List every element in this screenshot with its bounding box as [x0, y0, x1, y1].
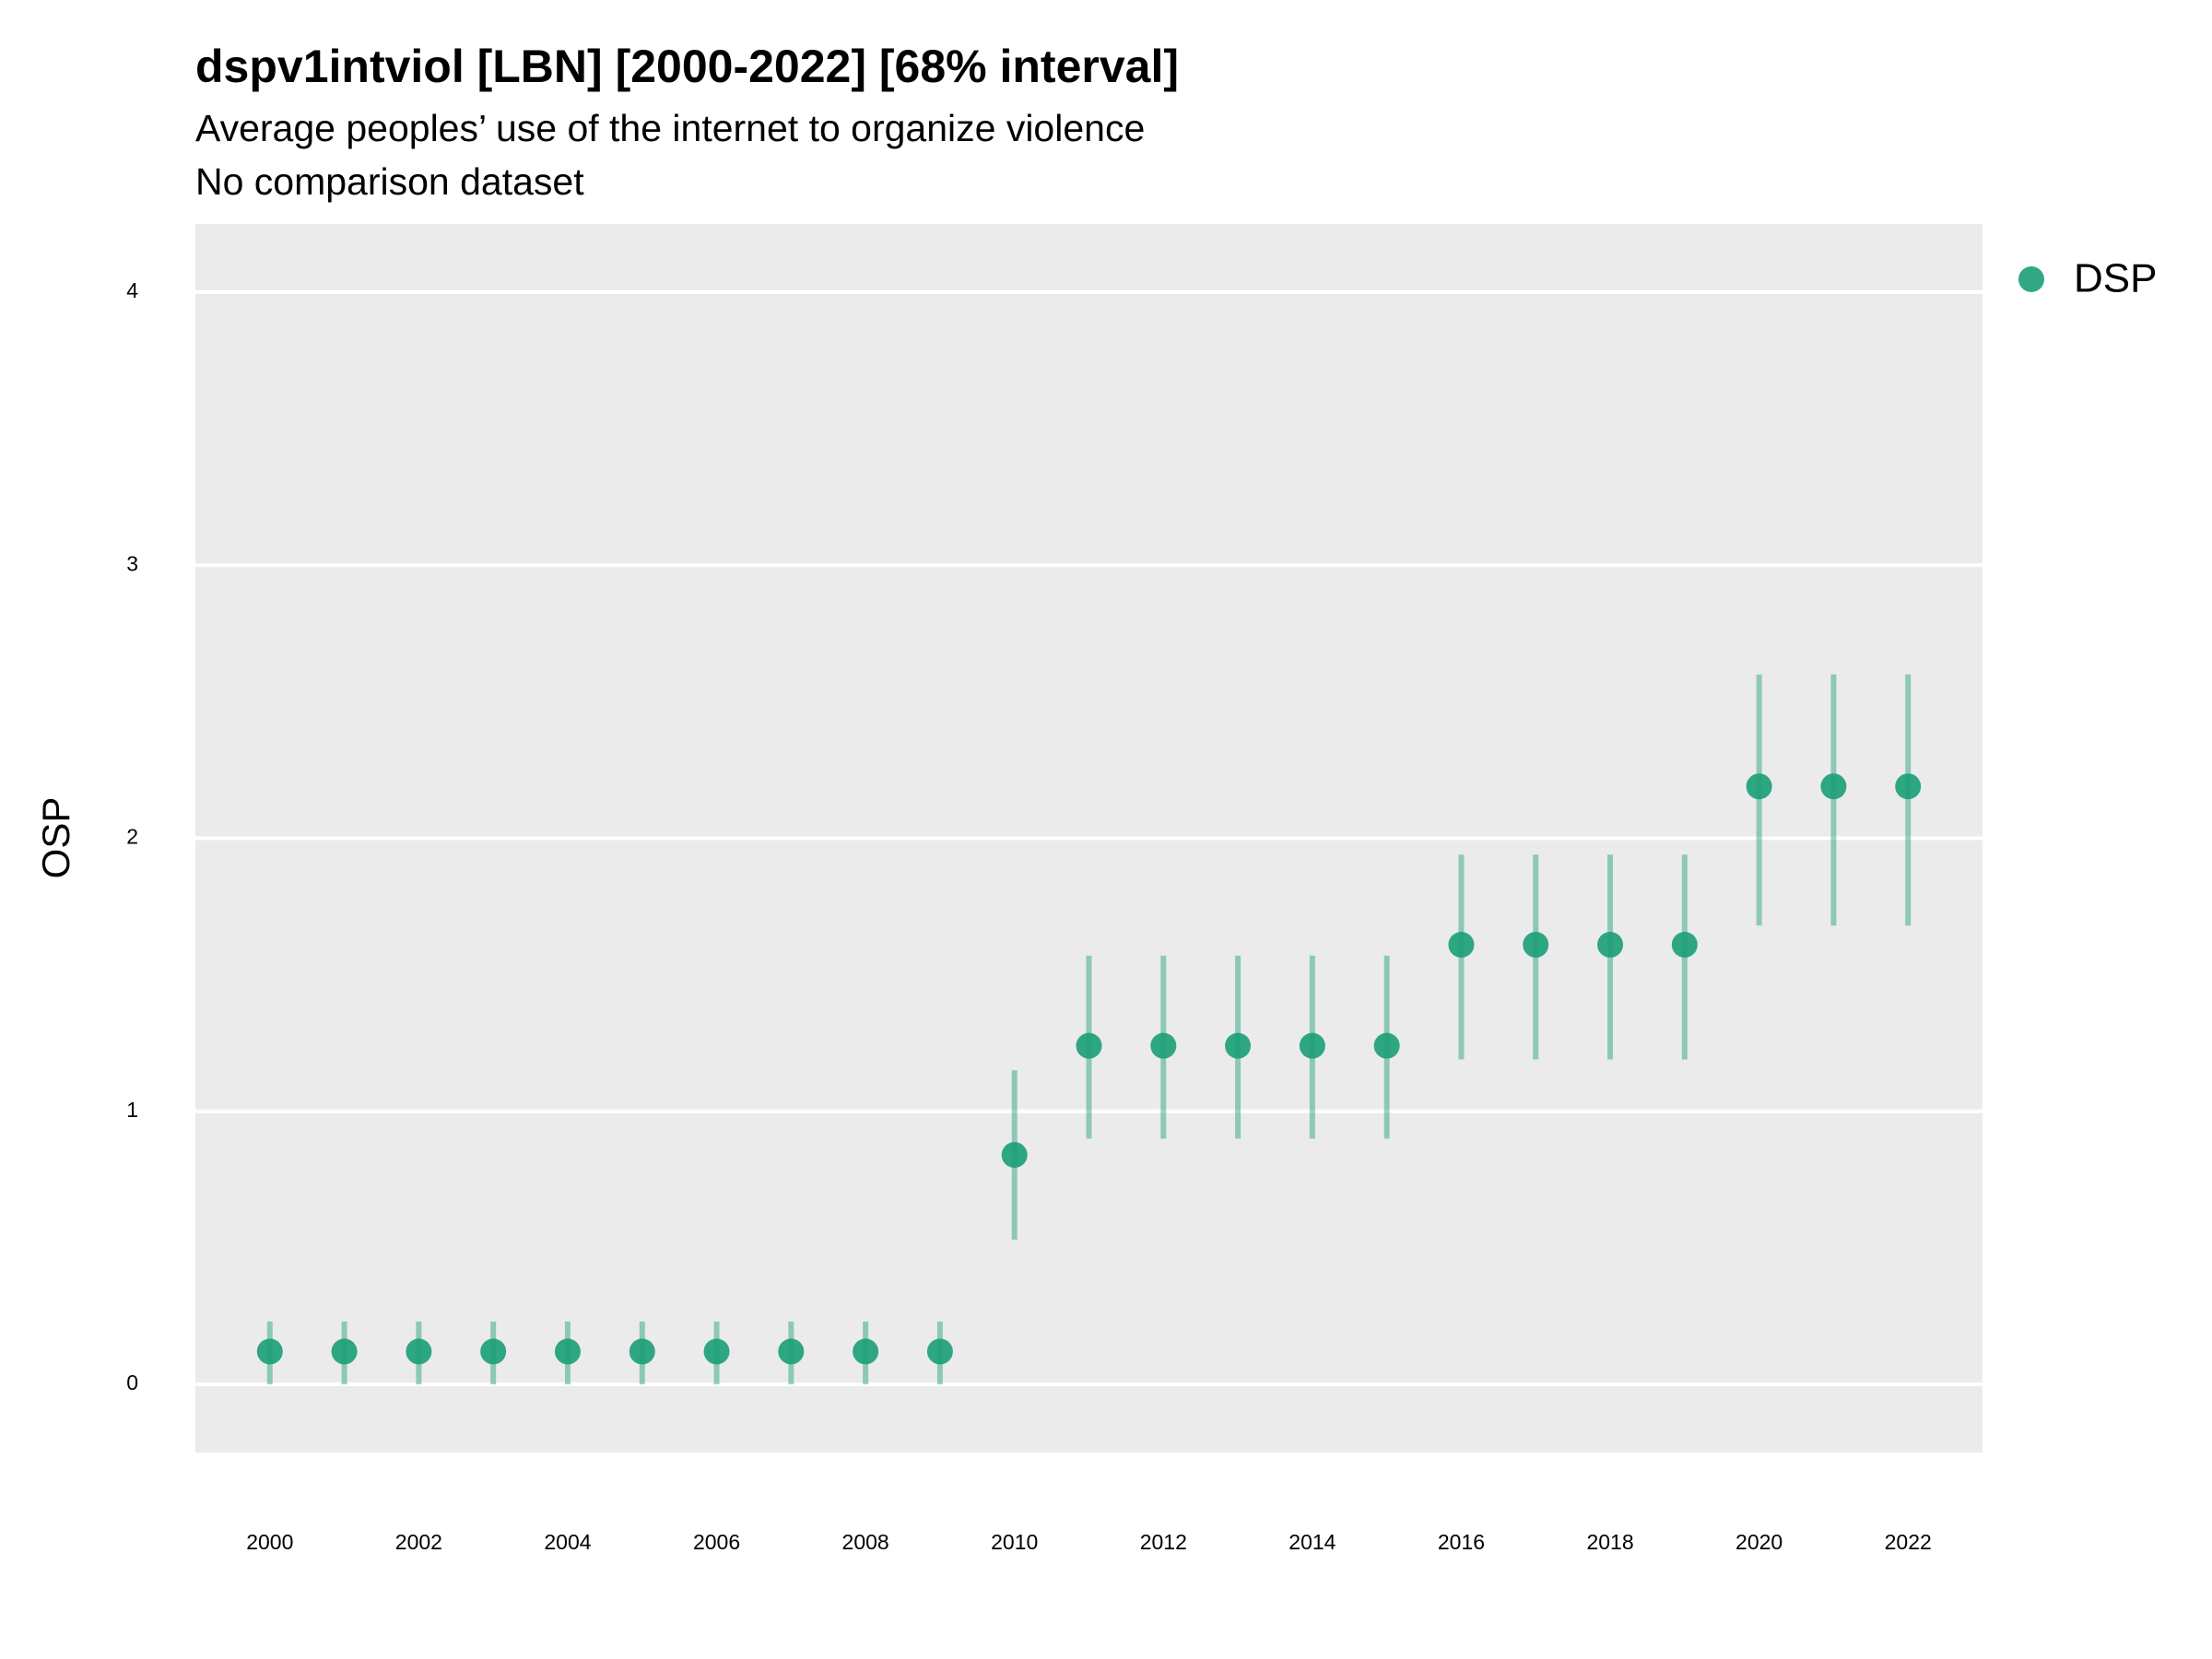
x-tick-label: 2002	[395, 1530, 442, 1554]
point	[1746, 773, 1772, 800]
x-tick-label: 2004	[544, 1530, 591, 1554]
point	[703, 1338, 730, 1365]
x-tick-label: 2000	[246, 1530, 293, 1554]
y-axis-label: OSP	[34, 797, 77, 879]
y-tick-label: 0	[126, 1371, 138, 1394]
point	[926, 1338, 953, 1365]
y-tick-label: 1	[126, 1098, 138, 1122]
point	[554, 1338, 581, 1365]
point	[1597, 932, 1624, 959]
chart-caption: No comparison dataset	[195, 160, 584, 203]
y-tick-label: 3	[126, 551, 138, 575]
x-tick-label: 2008	[842, 1530, 889, 1554]
point	[256, 1338, 283, 1365]
point	[331, 1338, 358, 1365]
y-tick-label: 2	[126, 825, 138, 849]
point	[1448, 932, 1475, 959]
point	[853, 1338, 879, 1365]
x-tick-label: 2018	[1586, 1530, 1633, 1554]
x-tick-label: 2012	[1140, 1530, 1187, 1554]
point	[778, 1338, 805, 1365]
x-tick-label: 2010	[991, 1530, 1038, 1554]
x-tick-label: 2006	[693, 1530, 740, 1554]
point	[1820, 773, 1847, 800]
point	[480, 1338, 507, 1365]
x-tick-label: 2014	[1288, 1530, 1335, 1554]
point	[1671, 932, 1698, 959]
chart-title: dspv1intviol [LBN] [2000-2022] [68% inte…	[195, 41, 1179, 92]
point	[406, 1338, 432, 1365]
y-tick-label: 4	[126, 278, 138, 302]
point	[1523, 932, 1549, 959]
x-tick-label: 2016	[1438, 1530, 1485, 1554]
x-tick-label: 2020	[1735, 1530, 1783, 1554]
legend-marker	[2018, 266, 2044, 292]
point	[1225, 1032, 1252, 1059]
point	[1001, 1142, 1028, 1169]
point	[1895, 773, 1922, 800]
point	[1299, 1032, 1325, 1059]
x-tick-label: 2022	[1885, 1530, 1932, 1554]
point	[1150, 1032, 1177, 1059]
point	[629, 1338, 655, 1365]
chart-subtitle: Average peoples’ use of the internet to …	[195, 107, 1145, 149]
legend-label: DSP	[2074, 256, 2157, 301]
point	[1373, 1032, 1400, 1059]
point	[1076, 1032, 1102, 1059]
